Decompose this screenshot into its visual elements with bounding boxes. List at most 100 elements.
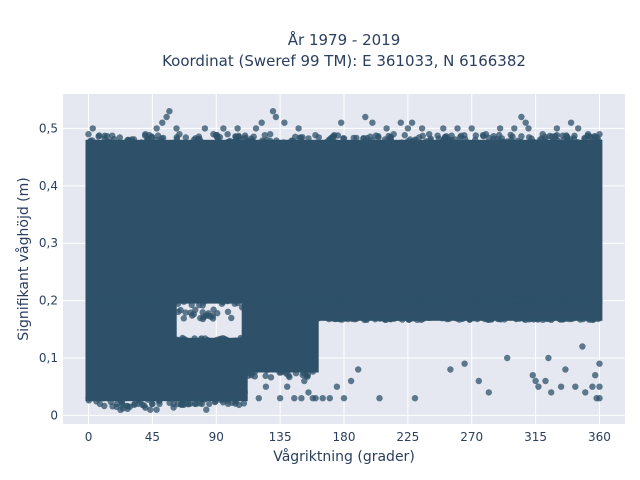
x-tick-label: 315 xyxy=(524,430,547,444)
scatter-point xyxy=(173,135,181,143)
scatter-point xyxy=(180,336,187,343)
scatter-point xyxy=(572,383,579,390)
scatter-point xyxy=(440,137,447,144)
scatter-point xyxy=(292,370,300,377)
scatter-point xyxy=(596,395,603,402)
scatter-point xyxy=(88,383,95,390)
scatter-point xyxy=(405,314,412,322)
scatter-point xyxy=(330,134,337,141)
scatter-point xyxy=(96,400,104,408)
scatter-point xyxy=(579,315,587,323)
scatter-point xyxy=(280,139,287,146)
scatter-point xyxy=(133,295,140,303)
scatter-point xyxy=(461,360,468,367)
scatter-point xyxy=(199,309,206,316)
x-tick-label: 180 xyxy=(333,430,356,444)
scatter-point xyxy=(393,296,401,304)
scatter-point xyxy=(596,131,603,138)
scatter-point xyxy=(528,135,535,142)
scatter-point xyxy=(475,377,482,385)
scatter-point xyxy=(589,316,597,324)
scatter-point xyxy=(595,137,602,144)
scatter-point xyxy=(376,395,383,402)
scatter-point xyxy=(277,294,284,301)
scatter-point xyxy=(170,293,177,301)
scatter-point xyxy=(401,297,408,304)
scatter-point xyxy=(204,337,211,344)
scatter-point xyxy=(532,296,540,303)
scatter-point xyxy=(446,297,453,304)
scatter-point xyxy=(314,296,322,304)
scatter-point xyxy=(525,125,532,132)
scatter-point xyxy=(404,125,412,132)
scatter-point xyxy=(333,383,341,390)
scatter-point xyxy=(198,335,205,342)
scatter-point xyxy=(504,138,511,145)
y-tick-label: 0,4 xyxy=(39,179,58,193)
scatter-point xyxy=(226,137,234,145)
scatter-point xyxy=(511,296,518,303)
scatter-point xyxy=(326,395,333,402)
scatter-point xyxy=(546,297,554,304)
scatter-point xyxy=(535,383,542,390)
scatter-point xyxy=(406,136,414,143)
scatter-point xyxy=(365,296,372,304)
scatter-point xyxy=(135,400,142,408)
scatter-point xyxy=(589,383,596,390)
y-tick-labels: 0 0,1 0,2 0,3 0,4 0,5 xyxy=(39,121,58,422)
scatter-point xyxy=(227,383,234,390)
scatter-point xyxy=(94,294,102,301)
scatter-point xyxy=(312,132,319,139)
x-tick-label: 0 xyxy=(85,430,93,444)
scatter-point xyxy=(367,133,374,140)
scatter-point xyxy=(240,400,248,407)
scatter-point xyxy=(137,295,145,303)
scatter-point xyxy=(362,113,369,121)
scatter-point xyxy=(106,389,114,396)
scatter-point xyxy=(513,315,520,322)
scatter-point xyxy=(228,314,235,322)
scatter-point xyxy=(553,125,561,132)
scatter-point xyxy=(470,315,477,322)
scatter-point xyxy=(496,125,504,132)
scatter-point xyxy=(332,139,339,146)
scatter-point xyxy=(176,131,183,138)
scatter-point xyxy=(350,134,357,142)
scatter-point xyxy=(375,297,382,304)
scatter-point xyxy=(209,315,217,322)
scatter-point xyxy=(87,137,94,145)
scatter-point xyxy=(102,377,109,385)
dense-point-cloud xyxy=(85,297,177,402)
scatter-point xyxy=(262,383,270,390)
scatter-point xyxy=(258,119,265,126)
scatter-point xyxy=(142,404,149,411)
scatter-point xyxy=(509,133,516,140)
scatter-point xyxy=(299,134,306,141)
scatter-point xyxy=(567,119,575,126)
scatter-point xyxy=(447,366,454,373)
y-tick-label: 0,2 xyxy=(39,294,58,308)
scatter-point xyxy=(569,297,577,304)
scatter-point xyxy=(472,132,479,139)
scatter-point xyxy=(411,395,419,402)
scatter-point xyxy=(262,372,269,380)
scatter-point xyxy=(156,139,163,146)
scatter-point xyxy=(267,374,275,381)
scatter-point xyxy=(349,315,356,323)
scatter-point xyxy=(522,119,529,126)
scatter-point xyxy=(113,400,121,408)
scatter-point xyxy=(255,395,262,402)
scatter-point xyxy=(446,138,453,145)
y-tick-label: 0,1 xyxy=(39,351,58,365)
scatter-point xyxy=(312,395,319,402)
scatter-point xyxy=(505,296,512,303)
scatter-point xyxy=(123,296,130,303)
scatter-point xyxy=(592,372,599,379)
scatter-point xyxy=(91,389,98,396)
scatter-point xyxy=(144,396,152,403)
scatter-point xyxy=(347,377,355,385)
scatter-point xyxy=(234,125,241,132)
scatter-point xyxy=(85,131,92,138)
scatter-point xyxy=(210,306,217,313)
scatter-point xyxy=(570,135,577,142)
